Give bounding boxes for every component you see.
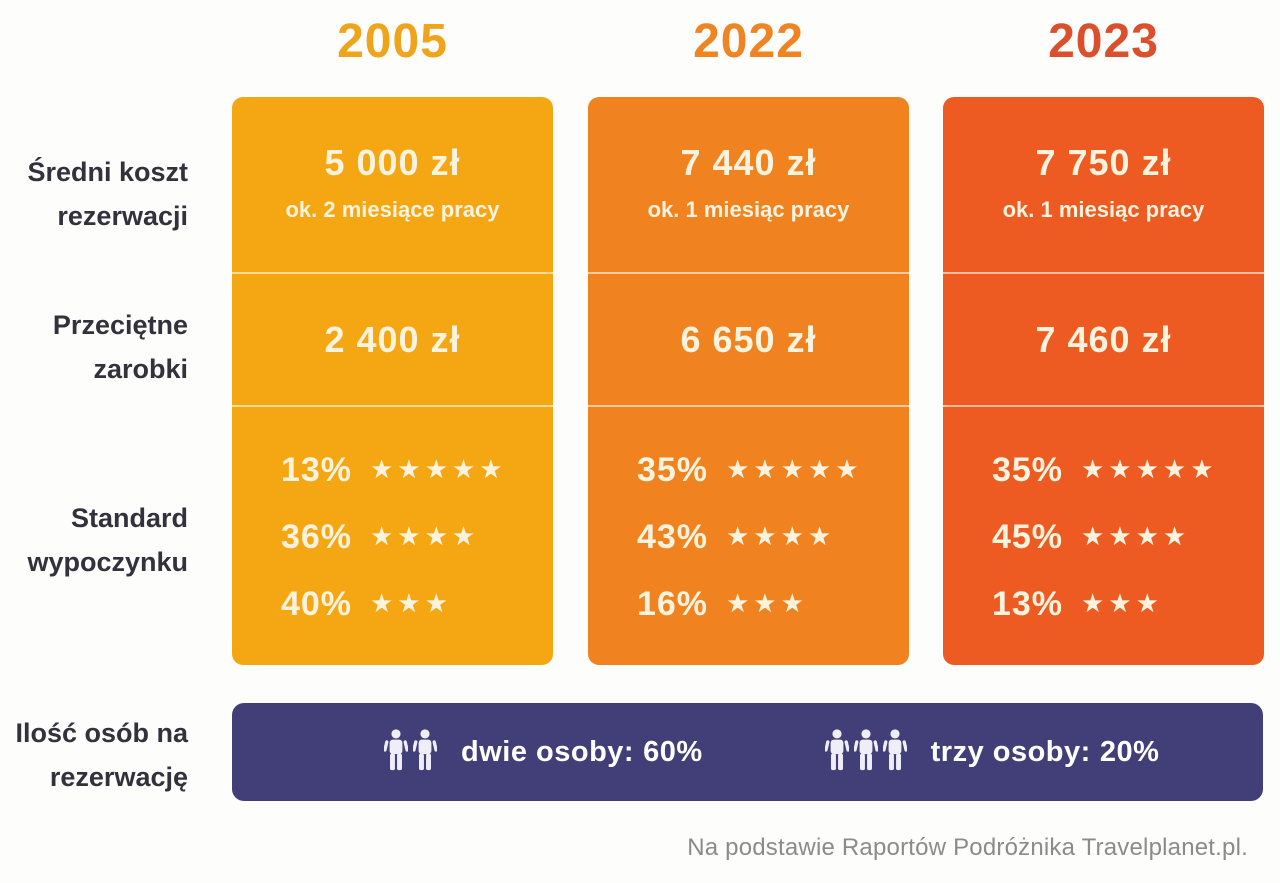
person-icon	[882, 728, 907, 770]
cost-value-2022: 7 440 zł	[680, 142, 817, 183]
earnings-value-2005: 2 400 zł	[324, 319, 461, 360]
standard-block-2005: 13% ★★★★★ 36% ★★★★ 40% ★★★	[232, 448, 553, 649]
occupancy-value: 20%	[1099, 735, 1160, 768]
five-stars-icon: ★★★★★	[1081, 455, 1218, 485]
person-icon	[824, 728, 849, 770]
panel-2022: 7 440 zł ok. 1 miesiąc pracy 6 650 zł 35…	[588, 97, 909, 665]
cost-value-2023: 7 750 zł	[1035, 142, 1172, 183]
panel-divider	[232, 272, 553, 274]
star-row-4star: 36% ★★★★	[232, 515, 553, 559]
cost-note-2023: ok. 1 miesiąc pracy	[1002, 197, 1205, 222]
star-row-5star: 13% ★★★★★	[232, 448, 553, 492]
three-stars-icon: ★★★	[370, 589, 452, 619]
source-attribution: Na podstawie Raportów Podróżnika Travelp…	[687, 834, 1248, 861]
standard-block-2023: 35% ★★★★★ 45% ★★★★ 13% ★★★	[943, 448, 1264, 649]
person-icon	[384, 728, 408, 770]
standard-block-2022: 35% ★★★★★ 43% ★★★★ 16% ★★★	[588, 448, 909, 649]
star-percent: 35%	[991, 450, 1063, 489]
row-label-holiday-standard: Standard wypoczynku	[27, 503, 188, 577]
star-percent: 35%	[636, 450, 708, 489]
star-row-5star: 35% ★★★★★	[588, 448, 909, 492]
person-icon	[413, 728, 437, 770]
panel-divider	[943, 272, 1264, 274]
four-stars-icon: ★★★★	[726, 522, 836, 552]
occupancy-value: 60%	[643, 735, 703, 768]
year-header-2005: 2005	[337, 15, 448, 68]
occupancy-bar: dwie osoby: 60%	[232, 703, 1263, 801]
occupancy-label: dwie osoby:	[461, 735, 635, 768]
row-label-average-earnings: Przeciętne zarobki	[52, 310, 188, 384]
earnings-value-2023: 7 460 zł	[1035, 319, 1172, 360]
star-row-3star: 40% ★★★	[232, 582, 553, 626]
star-row-4star: 45% ★★★★	[943, 515, 1264, 559]
occupancy-group-three-people: trzy osoby: 20%	[824, 728, 1160, 776]
star-percent: 36%	[280, 517, 352, 556]
four-stars-icon: ★★★★	[370, 522, 480, 552]
panel-divider	[588, 272, 909, 274]
star-percent: 13%	[280, 450, 352, 489]
occupancy-text-two-people: dwie osoby: 60%	[461, 736, 703, 769]
panel-divider	[232, 405, 553, 407]
cost-note-2005: ok. 2 miesiące pracy	[285, 197, 500, 222]
five-stars-icon: ★★★★★	[370, 455, 507, 485]
earnings-value-2022: 6 650 zł	[680, 319, 817, 360]
five-stars-icon: ★★★★★	[726, 455, 863, 485]
star-percent: 40%	[280, 584, 352, 623]
panel-2005: 5 000 zł ok. 2 miesiące pracy 2 400 zł 1…	[232, 97, 553, 665]
year-header-2023: 2023	[1048, 15, 1159, 68]
three-stars-icon: ★★★	[726, 589, 808, 619]
three-person-icons	[824, 728, 907, 776]
star-percent: 13%	[991, 584, 1063, 623]
three-stars-icon: ★★★	[1081, 589, 1163, 619]
star-row-5star: 35% ★★★★★	[943, 448, 1264, 492]
occupancy-group-two-people: dwie osoby: 60%	[384, 728, 703, 776]
year-header-2022: 2022	[693, 15, 804, 68]
four-stars-icon: ★★★★	[1081, 522, 1191, 552]
row-label-average-booking-cost: Średni koszt rezerwacji	[27, 157, 188, 231]
two-person-icons	[384, 728, 437, 776]
star-row-3star: 13% ★★★	[943, 582, 1264, 626]
cost-note-2022: ok. 1 miesiąc pracy	[647, 197, 850, 222]
occupancy-text-three-people: trzy osoby: 20%	[931, 736, 1160, 769]
star-percent: 16%	[636, 584, 708, 623]
panel-divider	[943, 405, 1264, 407]
occupancy-label: trzy osoby:	[930, 735, 1091, 768]
row-label-people-per-booking: Ilość osób na rezerwację	[15, 718, 188, 792]
star-row-3star: 16% ★★★	[588, 582, 909, 626]
star-row-4star: 43% ★★★★	[588, 515, 909, 559]
panel-2023: 7 750 zł ok. 1 miesiąc pracy 7 460 zł 35…	[943, 97, 1264, 665]
person-icon	[853, 728, 878, 770]
cost-value-2005: 5 000 zł	[324, 142, 461, 183]
panel-divider	[588, 405, 909, 407]
star-percent: 43%	[636, 517, 708, 556]
star-percent: 45%	[991, 517, 1063, 556]
